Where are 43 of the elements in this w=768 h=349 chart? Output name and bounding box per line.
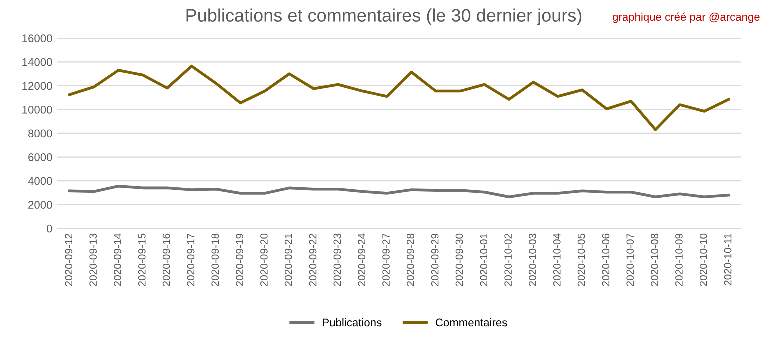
y-tick-label: 0: [46, 224, 52, 233]
y-tick-label: 16000: [22, 34, 52, 43]
y-tick-label: 2000: [28, 201, 52, 209]
x-tick-label: 2020-10-11: [724, 234, 732, 286]
x-tick-label: 2020-10-09: [676, 234, 683, 286]
y-tick-label: 14000: [22, 58, 52, 66]
x-tick-label: 2020-10-05: [578, 234, 586, 286]
x-tick-label: 2020-10-07: [626, 234, 634, 286]
x-tick-label: 2020-09-17: [187, 234, 195, 286]
y-tick-label: 12000: [22, 82, 52, 90]
x-tick-label: 2020-09-18: [212, 234, 220, 286]
chart-title: Publications et commentaires (le 30 dernier jours): [186, 8, 582, 26]
x-tick-label: 2020-10-08: [651, 234, 658, 286]
x-tick-label: 2020-09-15: [138, 234, 146, 286]
text: graphique créé par @arcange: [613, 12, 760, 24]
legend-label: Commentaires: [436, 318, 508, 327]
y-tick-label: 8000: [28, 130, 52, 138]
x-tick-label: 2020-09-23: [334, 234, 342, 286]
x-tick-label: 2020-10-01: [480, 234, 488, 286]
x-tick-label: 2020-09-21: [284, 234, 292, 286]
x-tick-label: 2020-09-22: [309, 234, 317, 286]
y-tick-label: 6000: [28, 154, 52, 162]
x-tick-label: 2020-09-13: [90, 234, 98, 286]
x-tick-label: 2020-09-14: [114, 234, 122, 286]
legend-label: Publications: [323, 318, 382, 327]
x-tick-label: 2020-10-03: [529, 234, 536, 286]
x-tick-label: 2020-10-10: [700, 234, 708, 286]
x-tick-label: 2020-09-24: [358, 234, 366, 286]
x-tick-label: 2020-09-30: [456, 234, 464, 286]
x-tick-label: 2020-09-20: [260, 234, 268, 286]
x-tick-label: 2020-09-19: [236, 234, 244, 286]
x-tick-label: 2020-09-27: [382, 234, 390, 286]
line-series: [68, 185, 730, 198]
x-tick-label: 2020-09-29: [431, 234, 439, 286]
y-tick-label: 4000: [28, 177, 52, 186]
x-tick-label: 2020-09-12: [65, 234, 73, 286]
x-tick-label: 2020-09-28: [406, 234, 414, 286]
x-tick-label: 2020-10-04: [553, 234, 561, 286]
x-tick-label: 2020-09-16: [162, 234, 170, 286]
line-series: [68, 64, 730, 132]
y-tick-label: 10000: [22, 106, 52, 114]
x-tick-label: 2020-10-06: [602, 234, 610, 286]
x-tick-label: 2020-10-02: [504, 234, 512, 286]
